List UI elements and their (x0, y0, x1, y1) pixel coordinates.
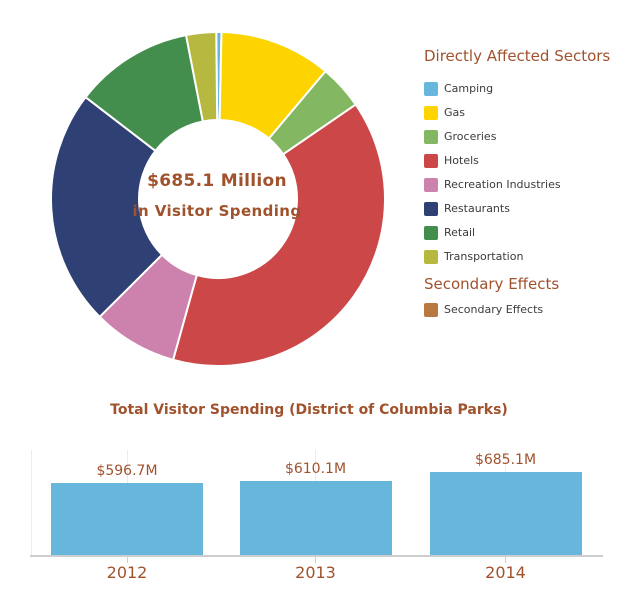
legend-item-label: Groceries (444, 130, 497, 143)
legend-item-restaurants[interactable]: Restaurants (424, 202, 636, 216)
legend-item-hotels[interactable]: Hotels (424, 154, 636, 168)
legend-secondary-items: Secondary Effects (424, 303, 636, 317)
legend-item-label: Gas (444, 106, 465, 119)
donut-slice-transportation[interactable] (185, 31, 219, 123)
donut-center-label: $685.1 Million in Visitor Spending (133, 170, 302, 221)
legend-item-label: Secondary Effects (444, 303, 544, 316)
legend-swatch-icon (424, 178, 438, 192)
donut-center-line1: $685.1 Million (147, 171, 287, 191)
donut-slice-hotels[interactable] (172, 103, 386, 367)
legend-item-gas[interactable]: Gas (424, 106, 636, 120)
bar-2014[interactable] (429, 472, 582, 555)
bar-2013[interactable] (239, 481, 392, 555)
legend-swatch-icon (424, 82, 438, 96)
donut-slice-restaurants[interactable] (50, 96, 164, 318)
legend-secondary-header: Secondary Effects (424, 275, 560, 293)
legend-swatch-icon (424, 106, 438, 120)
legend-swatch-icon (424, 202, 438, 216)
legend-item-label: Retail (444, 226, 476, 239)
legend-item-retail[interactable]: Retail (424, 226, 636, 240)
legend-item-label: Hotels (444, 154, 479, 167)
legend-swatch-icon (424, 303, 438, 317)
legend-item-label: Transportation (444, 250, 524, 263)
x-axis-label-2012: 2012 (106, 563, 148, 582)
legend-item-camping[interactable]: Camping (424, 82, 636, 96)
legend-primary-header: Directly Affected Sectors (424, 47, 611, 65)
legend-swatch-icon (424, 250, 438, 264)
bar-value-label-2014: $685.1M (474, 452, 537, 469)
legend-item-secondary-effects[interactable]: Secondary Effects (424, 303, 636, 317)
legend-swatch-icon (424, 154, 438, 168)
legend-item-label: Camping (444, 82, 494, 95)
legend-item-groceries[interactable]: Groceries (424, 130, 636, 144)
y-axis-line (31, 450, 32, 555)
x-axis-label-2013: 2013 (295, 563, 336, 582)
bar-value-label-2013: $610.1M (284, 461, 347, 478)
legend-item-label: Restaurants (444, 202, 510, 215)
bar-chart-title: Total Visitor Spending (District of Colu… (110, 402, 508, 418)
x-axis-tick-2013 (315, 557, 316, 563)
legend: Directly Affected Sectors Camping Gas Groc… (424, 46, 636, 327)
legend-primary-items: Camping Gas Groceries Hotels Recreation Indu… (424, 82, 636, 264)
bar-2012[interactable] (51, 483, 203, 555)
legend-item-label: Recreation Industries (444, 178, 561, 191)
legend-item-recreation-industries[interactable]: Recreation Industries (424, 178, 636, 192)
x-axis-tick-2014 (505, 557, 506, 563)
donut-center-line2: in Visitor Spending (132, 202, 302, 220)
x-axis-line (30, 555, 603, 557)
legend-swatch-icon (424, 130, 438, 144)
bar-value-label-2012: $596.7M (96, 463, 158, 479)
legend-item-transportation[interactable]: Transportation (424, 250, 636, 264)
x-axis-tick-2012 (126, 557, 128, 563)
legend-swatch-icon (424, 226, 438, 240)
x-axis-label-2014: 2014 (485, 563, 526, 582)
